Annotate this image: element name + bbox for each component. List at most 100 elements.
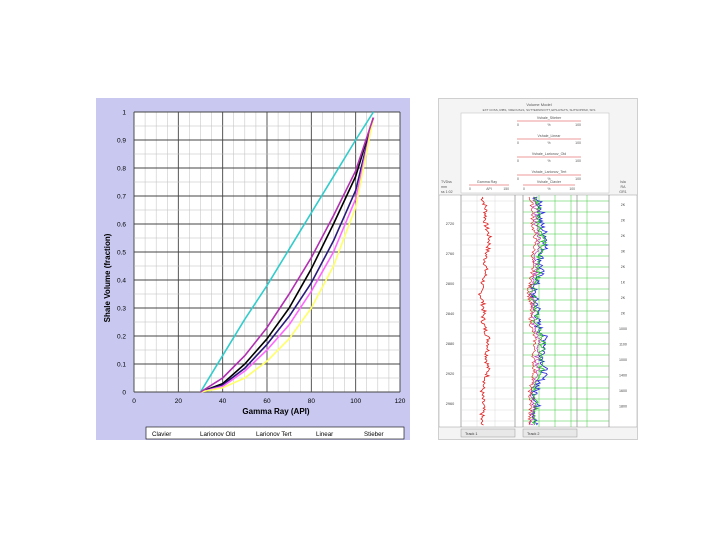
gr-header-name: Gamma Ray xyxy=(477,180,497,184)
right-depth-label: 2K xyxy=(621,234,626,238)
vsh-scale-label: 0 xyxy=(523,187,525,191)
y-tick-label: 1 xyxy=(122,110,126,117)
depth-label: 2920 xyxy=(446,372,454,376)
series-line-unnamed xyxy=(200,117,375,393)
header-track-max: 100 xyxy=(575,141,581,145)
right-depth-label: 2K xyxy=(621,312,626,316)
legend-entry: Clavier xyxy=(152,431,171,438)
header-track-min: 0 xyxy=(517,123,519,127)
y-tick-label: 0.2 xyxy=(117,334,126,341)
y-tick-label: 0.7 xyxy=(117,194,126,201)
depth-header-label: ss 1:02 xyxy=(441,190,453,194)
x-tick-label: 100 xyxy=(350,398,361,405)
gamma-ray-curve xyxy=(477,196,493,426)
y-tick-label: 0.4 xyxy=(117,278,126,285)
series-line-clavier xyxy=(200,117,375,393)
right-depth-label: 1400 xyxy=(619,374,627,378)
vshale-curve-red xyxy=(526,196,538,426)
header-track-max: 100 xyxy=(575,177,581,181)
x-tick-label: 120 xyxy=(395,398,406,405)
log-header-box xyxy=(460,112,610,194)
chart-legend: Clavier Larionov Old Larionov Tert Linear St… xyxy=(145,426,405,440)
right-header-label: GR1 xyxy=(619,190,626,194)
series-line-larionov-old xyxy=(200,117,375,393)
depth-label: 2800 xyxy=(446,282,454,286)
header-track-name: Vshale_Larionov_Old xyxy=(532,152,566,156)
footer-tab[interactable] xyxy=(460,428,516,438)
x-tick-label: 60 xyxy=(263,398,271,405)
y-tick-label: 0.3 xyxy=(117,306,126,313)
depth-label: 2720 xyxy=(446,222,454,226)
x-tick-label: 40 xyxy=(219,398,227,405)
right-depth-label: 2K xyxy=(621,296,626,300)
legend-entry: Larionov Old xyxy=(200,431,236,438)
vshale-curve-green xyxy=(529,196,548,426)
well-log-panel: Volume Model EXT COSS, RIBS, VREOUSLS, S… xyxy=(438,98,638,440)
depth-label: 2760 xyxy=(446,252,454,256)
x-axis-label: Gamma Ray (API) xyxy=(242,407,309,416)
header-track-name: Vshale_Larionov_Tert xyxy=(532,170,567,174)
legend-box xyxy=(145,426,405,440)
y-tick-label: 0.8 xyxy=(117,166,126,173)
shale-volume-chart: 0 20 40 60 80 100 120 0 0.1 0.2 0.3 0.4 0.5 0.6 0.7 0.… xyxy=(103,110,406,440)
header-track-name: Vshale_Linear xyxy=(538,134,562,138)
series-line-linear xyxy=(199,111,375,393)
x-tick-label: 0 xyxy=(132,398,136,405)
y-tick-label: 0 xyxy=(122,390,126,397)
depth-header-label: TVDss xyxy=(441,180,452,184)
header-track-unit: % xyxy=(547,177,550,181)
vsh-scale-label: % xyxy=(547,187,550,191)
vshale-curve-blue xyxy=(530,196,549,426)
header-track-min: 0 xyxy=(517,141,519,145)
series-line-stieber xyxy=(200,117,375,393)
legend-entry: Linear xyxy=(316,431,333,438)
vshale-curve-purple xyxy=(528,196,542,426)
header-track-unit: % xyxy=(547,141,550,145)
y-tick-label: 0.5 xyxy=(117,250,126,257)
series-line-larionov-tert xyxy=(200,117,375,393)
x-tick-label: 20 xyxy=(175,398,183,405)
y-axis-label: Shale Volume (fraction) xyxy=(103,233,112,322)
footer-tab-label: Track 2 xyxy=(527,432,540,436)
vsh-header-name: Vshale_Clavier xyxy=(537,180,562,184)
header-track-min: 0 xyxy=(517,177,519,181)
right-depth-label: 1600 xyxy=(619,389,627,393)
header-track-unit: % xyxy=(547,123,550,127)
gr-scale-label: API xyxy=(486,187,492,191)
header-track-max: 100 xyxy=(575,159,581,163)
log-header-title: Volume Model xyxy=(526,102,551,107)
depth-label: 2960 xyxy=(446,402,454,406)
depth-label: 2840 xyxy=(446,312,454,316)
footer-tab[interactable] xyxy=(522,428,578,438)
header-track-name: Vshale_Stieber xyxy=(537,116,562,120)
x-tick-label: 80 xyxy=(308,398,316,405)
right-depth-label: 2K xyxy=(621,265,626,269)
depth-header-label: mm xyxy=(441,185,447,189)
right-depth-label: 1000 xyxy=(619,358,627,362)
vsh-scale-label: 100 xyxy=(569,187,575,191)
right-depth-label: 3K xyxy=(621,250,626,254)
legend-entry: Stieber xyxy=(364,431,384,438)
right-depth-label: 2K xyxy=(621,219,626,223)
well-log-plot: Volume Model EXT COSS, RIBS, VREOUSLS, S… xyxy=(438,102,638,438)
right-header-label: Isla xyxy=(620,180,626,184)
header-track-min: 0 xyxy=(517,159,519,163)
right-depth-label: 2K xyxy=(621,203,626,207)
legend-entry: Larionov Tert xyxy=(256,431,292,438)
header-track-max: 100 xyxy=(575,123,581,127)
y-tick-label: 0.6 xyxy=(117,222,126,229)
y-tick-label: 0.1 xyxy=(117,362,126,369)
depth-label: 2880 xyxy=(446,342,454,346)
header-track-unit: % xyxy=(547,159,550,163)
right-depth-label: 1800 xyxy=(619,405,627,409)
y-tick-label: 0.9 xyxy=(117,138,126,145)
gr-scale-label: 0 xyxy=(469,187,471,191)
footer-tab-label: Track 1 xyxy=(465,432,478,436)
right-depth-label: 1000 xyxy=(619,327,627,331)
shale-volume-chart-panel: 0 20 40 60 80 100 120 0 0.1 0.2 0.3 0.4 0.5 0.6 0.7 0.… xyxy=(96,98,410,440)
right-depth-label: 1100 xyxy=(619,343,627,347)
right-depth-label: 1K xyxy=(621,281,626,285)
right-header-label: RA xyxy=(621,185,627,189)
gr-scale-label: 150 xyxy=(503,187,509,191)
log-header-subtitle: EXT COSS, RIBS, VREOUSLS, SUTTERNIN/OTT,… xyxy=(483,108,596,112)
